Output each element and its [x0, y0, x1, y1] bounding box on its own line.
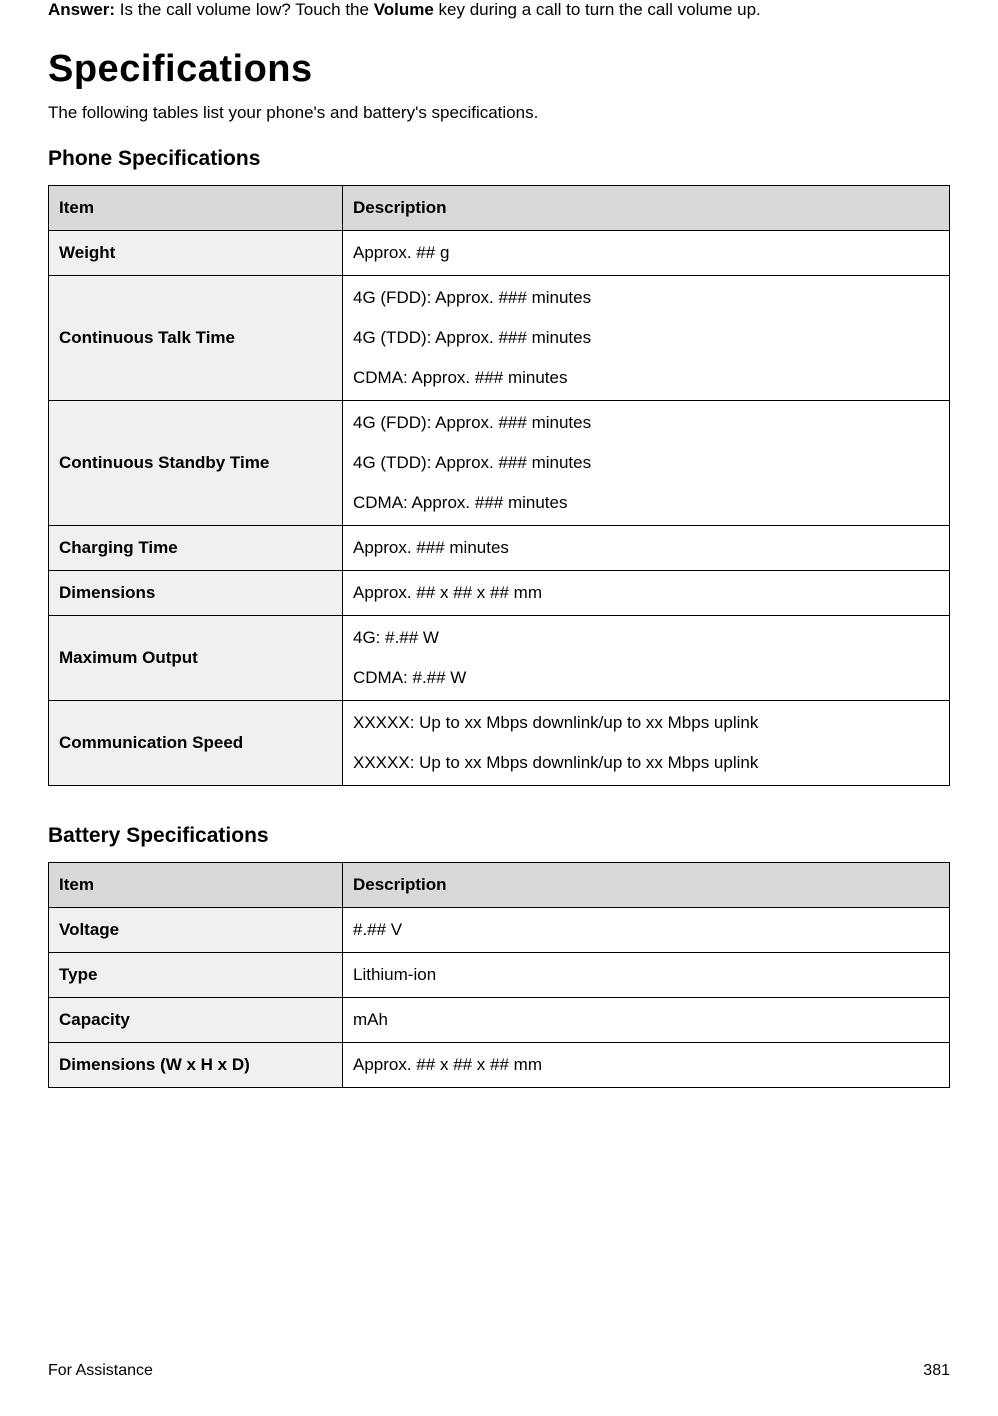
phone-specs-desc-cell: Approx. ## x ## x ## mm — [343, 571, 950, 616]
answer-text-before: Is the call volume low? Touch the — [115, 0, 374, 19]
phone-specs-table: Item Description WeightApprox. ## gConti… — [48, 185, 950, 786]
answer-paragraph: Answer: Is the call volume low? Touch th… — [48, 0, 950, 20]
phone-specs-desc-cell: 4G: #.## W CDMA: #.## W — [343, 616, 950, 701]
phone-specs-desc-cell: 4G (FDD): Approx. ### minutes 4G (TDD): A… — [343, 276, 950, 401]
battery-specs-heading: Battery Specifications — [48, 824, 950, 848]
battery-specs-item-cell: Type — [49, 953, 343, 998]
phone-specs-desc-line: XXXXX: Up to xx Mbps downlink/up to xx M… — [353, 753, 939, 773]
phone-specs-desc-cell: Approx. ### minutes — [343, 526, 950, 571]
page-footer: For Assistance 381 — [48, 1362, 950, 1380]
intro-text: The following tables list your phone's a… — [48, 103, 950, 123]
battery-specs-desc-cell: #.## V — [343, 908, 950, 953]
battery-specs-section: Battery Specifications Item Description … — [48, 824, 950, 1088]
footer-page-number: 381 — [923, 1362, 950, 1380]
battery-specs-desc-cell: Lithium-ion — [343, 953, 950, 998]
table-row: TypeLithium-ion — [49, 953, 950, 998]
phone-specs-item-cell: Charging Time — [49, 526, 343, 571]
battery-specs-item-cell: Voltage — [49, 908, 343, 953]
table-row: Dimensions (W x H x D)Approx. ## x ## x … — [49, 1043, 950, 1088]
battery-specs-desc-cell: Approx. ## x ## x ## mm — [343, 1043, 950, 1088]
phone-specs-desc-cell: Approx. ## g — [343, 231, 950, 276]
phone-specs-item-cell: Communication Speed — [49, 701, 343, 786]
table-row: CapacitymAh — [49, 998, 950, 1043]
phone-specs-section: Phone Specifications Item Description We… — [48, 147, 950, 786]
page-heading: Specifications — [48, 48, 950, 91]
phone-specs-desc-line: CDMA: Approx. ### minutes — [353, 368, 939, 388]
footer-left: For Assistance — [48, 1362, 153, 1380]
phone-specs-desc-line: CDMA: Approx. ### minutes — [353, 493, 939, 513]
phone-specs-desc-line: 4G: #.## W — [353, 628, 939, 648]
answer-label: Answer: — [48, 0, 115, 19]
battery-specs-desc-cell: mAh — [343, 998, 950, 1043]
table-row: WeightApprox. ## g — [49, 231, 950, 276]
phone-specs-item-cell: Weight — [49, 231, 343, 276]
phone-specs-desc-cell: XXXXX: Up to xx Mbps downlink/up to xx M… — [343, 701, 950, 786]
answer-bold-word: Volume — [374, 0, 434, 19]
phone-specs-desc-cell: 4G (FDD): Approx. ### minutes 4G (TDD): A… — [343, 401, 950, 526]
battery-specs-table: Item Description Voltage#.## VTypeLithiu… — [48, 862, 950, 1088]
phone-specs-heading: Phone Specifications — [48, 147, 950, 171]
table-row: Voltage#.## V — [49, 908, 950, 953]
table-row: DimensionsApprox. ## x ## x ## mm — [49, 571, 950, 616]
battery-specs-item-cell: Dimensions (W x H x D) — [49, 1043, 343, 1088]
answer-text-after: key during a call to turn the call volum… — [434, 0, 761, 19]
phone-specs-item-cell: Continuous Talk Time — [49, 276, 343, 401]
table-row: Communication Speed XXXXX: Up to xx Mbps … — [49, 701, 950, 786]
battery-specs-header-item: Item — [49, 863, 343, 908]
table-row: Continuous Standby Time4G (FDD): Approx.… — [49, 401, 950, 526]
phone-specs-desc-line: 4G (TDD): Approx. ### minutes — [353, 328, 939, 348]
phone-specs-desc-line: XXXXX: Up to xx Mbps downlink/up to xx M… — [353, 713, 939, 733]
phone-specs-header-item: Item — [49, 186, 343, 231]
battery-specs-header-desc: Description — [343, 863, 950, 908]
table-row: Continuous Talk Time4G (FDD): Approx. ##… — [49, 276, 950, 401]
phone-specs-desc-line: CDMA: #.## W — [353, 668, 939, 688]
phone-specs-desc-line: 4G (FDD): Approx. ### minutes — [353, 413, 939, 433]
phone-specs-item-cell: Dimensions — [49, 571, 343, 616]
phone-specs-item-cell: Maximum Output — [49, 616, 343, 701]
table-row: Maximum Output 4G: #.## W CDMA: #.## W — [49, 616, 950, 701]
phone-specs-item-cell: Continuous Standby Time — [49, 401, 343, 526]
table-row: Charging TimeApprox. ### minutes — [49, 526, 950, 571]
phone-specs-desc-line: 4G (TDD): Approx. ### minutes — [353, 453, 939, 473]
phone-specs-desc-line: 4G (FDD): Approx. ### minutes — [353, 288, 939, 308]
battery-specs-item-cell: Capacity — [49, 998, 343, 1043]
phone-specs-header-desc: Description — [343, 186, 950, 231]
